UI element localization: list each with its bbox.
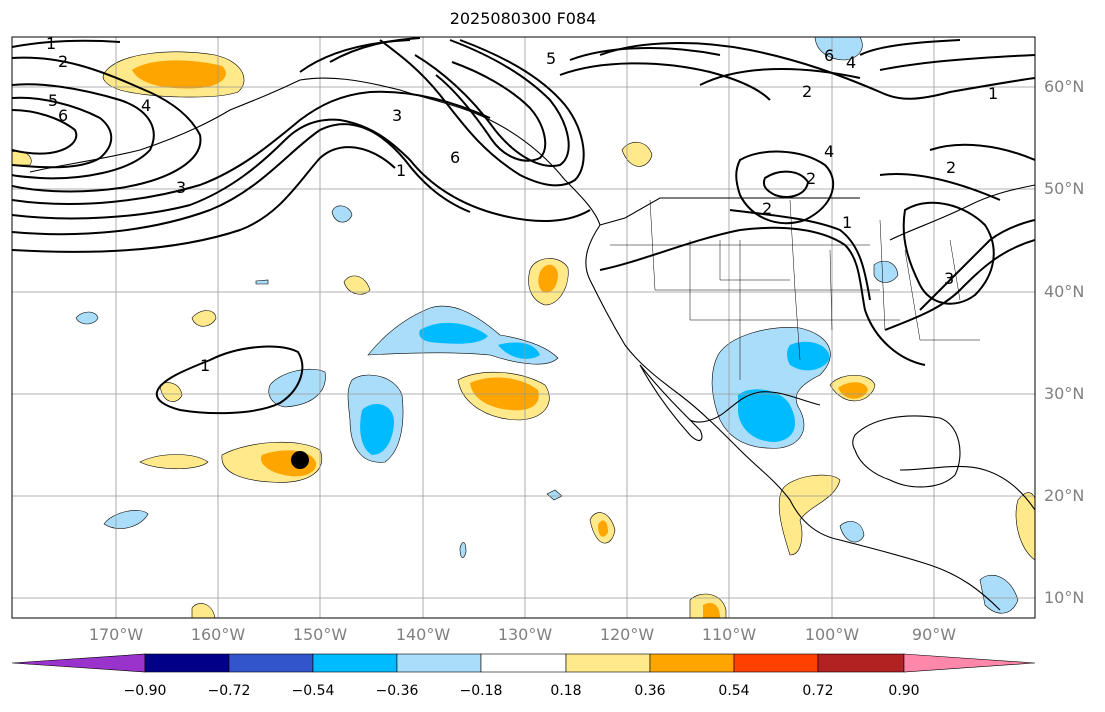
- colorbar-tick-label: 0.18: [550, 683, 582, 699]
- lon-label: 110°W: [701, 625, 757, 644]
- colorbar-tick-label: −0.90: [123, 683, 167, 699]
- colorbar-tick-label: 0.54: [718, 683, 750, 699]
- contour-label: 1: [988, 84, 998, 103]
- lat-label: 20°N: [1044, 486, 1085, 505]
- state-borders: [610, 199, 980, 380]
- lat-label: 30°N: [1044, 384, 1085, 403]
- lat-label: 10°N: [1044, 588, 1085, 607]
- lon-label: 120°W: [599, 625, 655, 644]
- colorbar-tick-label: 0.36: [634, 683, 666, 699]
- lat-label: 60°N: [1044, 77, 1085, 96]
- colorbar-tick-label: −0.54: [291, 683, 335, 699]
- contour-label: 6: [450, 148, 460, 167]
- lon-label: 150°W: [292, 625, 348, 644]
- contour-label: 6: [58, 106, 68, 125]
- contour-lines: [12, 37, 1035, 415]
- colorbar-segment-0: [11, 653, 146, 673]
- colorbar-tick-label: −0.36: [375, 683, 419, 699]
- lat-label: 50°N: [1044, 179, 1085, 198]
- contour-label: 3: [176, 178, 186, 197]
- colorbar-segment-6: [565, 653, 651, 673]
- contour-label: 2: [58, 52, 68, 71]
- colorbar-segment-10: [903, 653, 1036, 673]
- ocean-background: [12, 37, 1035, 618]
- map-title: 2025080300 F084: [449, 9, 597, 28]
- colorbar: [11, 653, 1036, 673]
- contour-label: 3: [944, 269, 954, 288]
- contour-label: 5: [546, 49, 556, 68]
- contour-label: 2: [802, 82, 812, 101]
- contour-label: 1: [396, 161, 406, 180]
- colorbar-segment-3: [312, 653, 398, 673]
- colorbar-segment-2: [228, 653, 314, 673]
- contour-label: 3: [392, 106, 402, 125]
- contour-label: 2: [806, 169, 816, 188]
- colorbar-tick-label: 0.72: [802, 683, 834, 699]
- lon-label: 160°W: [190, 625, 246, 644]
- contour-label: 1: [46, 34, 56, 53]
- contour-label: 6: [824, 46, 834, 65]
- positive-anomaly-regions: [12, 51, 1035, 618]
- contour-label: 4: [846, 53, 856, 72]
- contour-label: 2: [762, 199, 772, 218]
- contour-labels: 1 2 5 6 4 3 1 3 6 5 6 4 2 1 2 2 4 2 1 3 …: [46, 34, 998, 375]
- colorbar-tick-label: 0.90: [888, 683, 920, 699]
- contour-label: 1: [200, 356, 210, 375]
- contour-label: 4: [141, 96, 151, 115]
- negative-anomaly-regions: [75, 37, 1019, 614]
- lon-label: 100°W: [804, 625, 860, 644]
- coastlines: [29, 77, 1035, 611]
- contour-label: 2: [946, 158, 956, 177]
- contour-label: 1: [842, 213, 852, 232]
- colorbar-segment-7: [649, 653, 735, 673]
- storm-center-marker: [291, 451, 309, 469]
- lon-label: 140°W: [395, 625, 451, 644]
- lon-label: 170°W: [88, 625, 144, 644]
- contour-label: 5: [48, 91, 58, 110]
- colorbar-segment-1: [144, 653, 230, 673]
- colorbar-segment-4: [396, 653, 482, 673]
- colorbar-segment-9: [817, 653, 905, 673]
- colorbar-tick-label: −0.18: [459, 683, 503, 699]
- lat-label: 40°N: [1044, 282, 1085, 301]
- colorbar-segment-8: [733, 653, 819, 673]
- lon-label: 90°W: [911, 625, 957, 644]
- colorbar-tick-label: −0.72: [207, 683, 251, 699]
- map-frame: [11, 36, 1036, 619]
- lon-label: 130°W: [497, 625, 553, 644]
- contour-label: 4: [824, 142, 834, 161]
- colorbar-segment-5: [480, 653, 567, 673]
